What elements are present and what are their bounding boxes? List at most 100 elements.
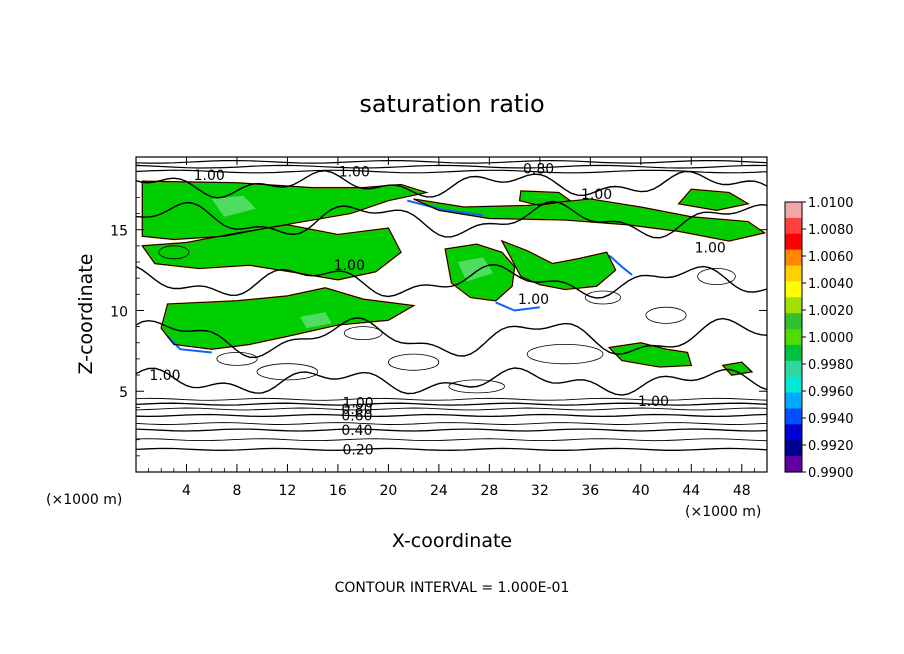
- x-tick-label: 12: [279, 483, 297, 499]
- contour-labels: 1.00 1.00 0.801.001.001.001.001.001.001.00…: [149, 161, 725, 458]
- x-unit-label: (×1000 m): [685, 504, 761, 520]
- x-tick-label: 40: [632, 483, 650, 499]
- supersaturated-region: [678, 189, 749, 211]
- y-tick-label: 5: [119, 385, 128, 401]
- contour-label: 0.40: [341, 423, 372, 439]
- y-tick-label: 10: [110, 304, 128, 320]
- x-tick-label: 20: [379, 483, 397, 499]
- colorbar-swatch: [785, 202, 802, 219]
- contour-label: 1.00: [581, 187, 612, 203]
- x-axis-label: X-coordinate: [392, 530, 512, 552]
- contour-line: [136, 159, 767, 164]
- contour-line: [136, 170, 767, 199]
- contour-interval-note: CONTOUR INTERVAL = 1.000E-01: [335, 580, 570, 596]
- contour-label: 1.00: [518, 292, 549, 308]
- contour-line: [216, 351, 258, 366]
- colorbar-swatch: [785, 297, 802, 314]
- contour-line: [136, 438, 767, 442]
- contour-line: [413, 198, 766, 242]
- chart-title: saturation ratio: [359, 90, 544, 118]
- supersaturated-region: [142, 224, 402, 280]
- near-saturated-patch: [211, 195, 256, 217]
- near-saturated-patch: [457, 257, 494, 282]
- y-axis-label: Z-coordinate: [75, 254, 97, 375]
- contour-line: [136, 264, 767, 299]
- contour-line: [141, 224, 402, 281]
- contour-label: 0.60: [341, 409, 372, 425]
- colorbar-swatch: [785, 408, 802, 425]
- contour-label: 1.00: [194, 168, 225, 184]
- contour-line: [387, 353, 440, 371]
- contour-line: [136, 164, 767, 169]
- contour-line: [645, 306, 687, 324]
- subsaturated-rim: [608, 254, 633, 276]
- contour-line: [500, 239, 617, 291]
- contour-line: [136, 407, 767, 411]
- colorbar: 1.0100 1.0080 1.0060 1.0040 1.0020 1.0000 0.99…: [784, 196, 854, 481]
- supersaturated-region: [142, 181, 427, 240]
- x-tick-label: 32: [531, 483, 549, 499]
- contour-line: [160, 287, 416, 350]
- colorbar-swatch: [785, 313, 802, 330]
- x-tick-label: 4: [182, 483, 191, 499]
- colorbar-swatch: [785, 456, 802, 473]
- colorbar-label: 0.9900: [808, 466, 854, 481]
- contour-lines: [136, 159, 767, 451]
- contour-line: [608, 342, 693, 368]
- contour-line: [136, 317, 767, 359]
- contour-label: 1.00: [695, 241, 726, 257]
- plot-area: 1.00 1.00 0.801.001.001.001.001.001.001.00…: [110, 156, 768, 499]
- contour-label: 1.00: [638, 394, 669, 410]
- contour-line: [136, 200, 767, 239]
- x-tick-label: 24: [430, 483, 448, 499]
- contour-label: 0.20: [343, 442, 374, 458]
- contour-line: [721, 361, 754, 376]
- colorbar-label: 0.9920: [808, 439, 854, 454]
- supersaturated-region: [161, 287, 414, 350]
- contour-line: [444, 243, 516, 302]
- x-tick-label: 44: [682, 483, 700, 499]
- contour-line: [256, 363, 319, 381]
- contour-line: [677, 188, 750, 211]
- x-tick-label: 16: [329, 483, 347, 499]
- contour-label: 1.00: [343, 396, 374, 412]
- y-tick-label: 15: [110, 224, 128, 240]
- contour-line: [136, 422, 767, 425]
- contour-line: [136, 428, 767, 432]
- colorbar-swatch: [785, 424, 802, 441]
- colorbar-label: 1.0040: [808, 277, 854, 292]
- colorbar-label: 1.0020: [808, 304, 854, 319]
- near-saturated-patch: [300, 312, 332, 329]
- y-ticks: 5 10 15: [110, 164, 767, 457]
- colorbar-label: 0.9980: [808, 358, 854, 373]
- contour-line: [584, 290, 622, 305]
- contour-label: 0.80: [341, 402, 372, 418]
- contour-line: [136, 169, 767, 174]
- x-ticks: 4 8 12 16 20 24 28 32 36 40 44 48: [148, 157, 755, 499]
- x-tick-label: 28: [480, 483, 498, 499]
- colorbar-label: 0.9940: [808, 412, 854, 427]
- subsaturated-rim: [495, 301, 540, 312]
- contour-line: [136, 447, 767, 451]
- colorbar-swatch: [785, 392, 802, 410]
- contour-line: [141, 180, 429, 240]
- x-tick-label: 48: [733, 483, 751, 499]
- subsaturated-rim: [166, 335, 212, 354]
- x-tick-label: 36: [581, 483, 599, 499]
- colorbar-label: 1.0000: [808, 331, 854, 346]
- colorbar-swatch: [785, 249, 802, 267]
- x-tick-label: 8: [232, 483, 241, 499]
- colorbar-label: 0.9960: [808, 385, 854, 400]
- contour-line: [136, 402, 767, 406]
- supersaturated-region: [609, 342, 692, 367]
- contour-line: [526, 343, 604, 365]
- colorbar-swatch: [785, 360, 802, 378]
- contour-line: [136, 413, 767, 418]
- colorbar-swatch: [785, 344, 802, 362]
- colorbar-swatch: [785, 265, 802, 283]
- contour-label: 1.00: [339, 165, 370, 181]
- colorbar-swatch: [785, 329, 802, 346]
- contour-line: [697, 267, 736, 285]
- subsaturated-rim: [407, 199, 484, 217]
- contour-label: 1.00: [149, 368, 180, 384]
